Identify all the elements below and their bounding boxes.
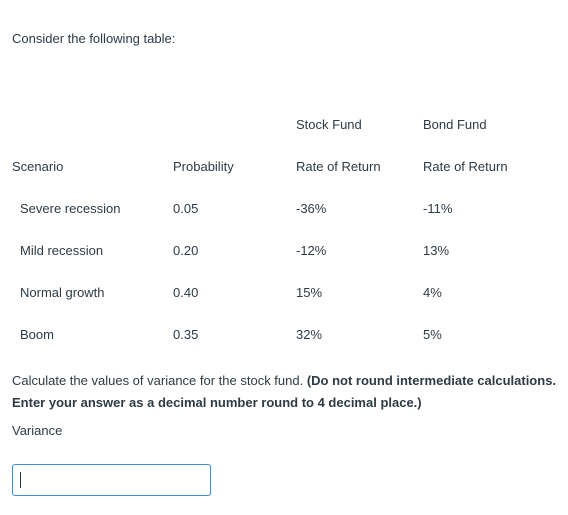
variance-input[interactable] — [12, 464, 211, 496]
probability-column-header: Probability — [173, 159, 234, 174]
probability-cell: 0.40 — [173, 285, 199, 300]
bond-return-cell: -11% — [423, 201, 453, 216]
question-text: Calculate the values of variance for the… — [12, 370, 557, 414]
bond-return-cell: 13% — [423, 243, 450, 258]
bond-return-column-header: Rate of Return — [423, 159, 508, 174]
probability-cell: 0.35 — [173, 327, 199, 342]
variance-label: Variance — [12, 423, 63, 438]
bond-return-cell: 5% — [423, 327, 442, 342]
question-prompt: Calculate the values of variance for the… — [12, 373, 304, 388]
scenario-column-header: Scenario — [12, 159, 64, 174]
scenario-cell: Severe recession — [20, 201, 121, 216]
question-instruction: (Do not round intermediate calculations.… — [12, 373, 557, 410]
bond-fund-header: Bond Fund — [423, 117, 487, 132]
bond-return-cell: 4% — [423, 285, 442, 300]
stock-fund-header: Stock Fund — [296, 117, 362, 132]
intro-text: Consider the following table: — [12, 31, 176, 46]
stock-return-cell: -36% — [296, 201, 327, 216]
stock-return-cell: -12% — [296, 243, 327, 258]
probability-cell: 0.05 — [173, 201, 199, 216]
stock-return-cell: 15% — [296, 285, 323, 300]
text-caret — [20, 472, 21, 488]
scenario-cell: Normal growth — [20, 285, 105, 300]
stock-return-column-header: Rate of Return — [296, 159, 381, 174]
scenario-cell: Boom — [20, 327, 54, 342]
probability-cell: 0.20 — [173, 243, 199, 258]
stock-return-cell: 32% — [296, 327, 323, 342]
scenario-cell: Mild recession — [20, 243, 104, 258]
